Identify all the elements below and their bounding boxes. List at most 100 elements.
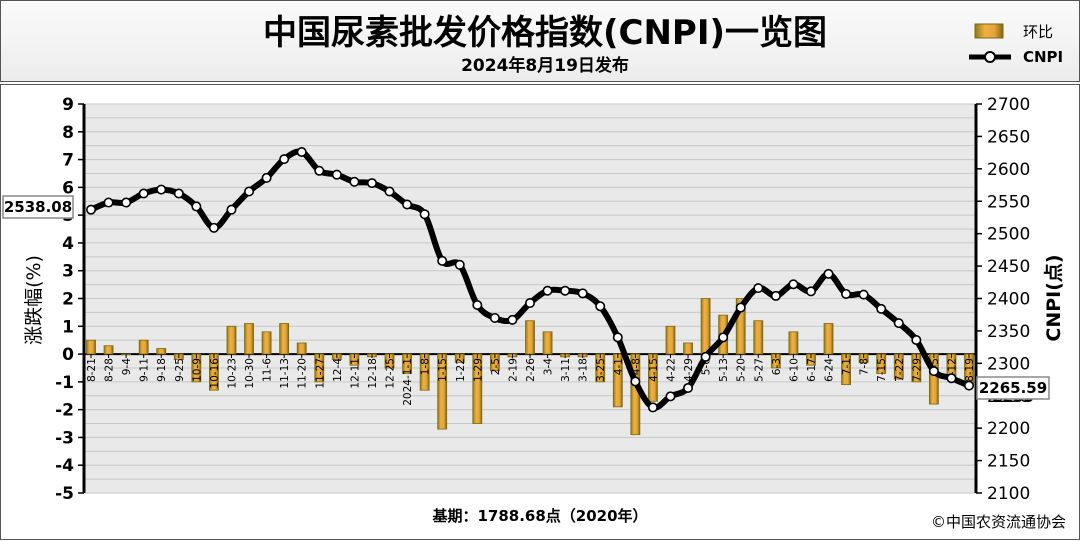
cnpi-point-11-27	[314, 165, 325, 176]
bar-6-24	[823, 323, 834, 355]
cnpi-point-6-17	[805, 286, 816, 297]
x-tick-label-4-22: 4-22	[665, 358, 677, 382]
right-tick-label: 2500	[987, 225, 1030, 245]
left-tick-label: 8	[62, 123, 74, 143]
left-tick-label: -2	[55, 401, 74, 421]
left-y-ticks: 9876543210-1-2-3-4-5	[55, 95, 84, 504]
left-tick-label: 4	[62, 234, 74, 254]
cnpi-point-2-19	[507, 314, 518, 325]
bar-8-21	[86, 339, 96, 355]
x-tick-label-10-9: 10-9	[191, 358, 203, 382]
left-tick-label: 6	[62, 178, 74, 198]
legend-bar-swatch	[974, 23, 1004, 39]
left-tick-label: 3	[62, 262, 74, 282]
cnpi-point-10-16	[208, 222, 219, 233]
right-tick-label: 2550	[987, 192, 1030, 212]
x-tick-label-3-25: 3-25	[595, 358, 607, 382]
cnpi-point-12-25	[384, 186, 395, 197]
cnpi-point-11-20	[296, 146, 307, 157]
x-tick-label-8-28: 8-28	[104, 358, 116, 382]
x-tick-label-12-4: 12-4	[332, 358, 344, 382]
right-tick-label: 2450	[987, 257, 1030, 277]
cnpi-point-5-20	[735, 302, 746, 313]
cnpi-point-7-15	[876, 303, 887, 314]
bar-9-11	[138, 339, 149, 355]
cnpi-point-6-24	[823, 268, 834, 279]
cnpi-point-3-18	[577, 288, 588, 299]
x-tick-label-3-4: 3-4	[543, 358, 555, 375]
cnpi-point-12-18	[366, 178, 377, 189]
x-tick-label-9-4: 9-4	[121, 358, 133, 375]
bar-6-10	[788, 331, 799, 355]
cnpi-point-4-29	[683, 382, 694, 393]
x-tick-label-6-17: 6-17	[806, 358, 818, 382]
right-y-ticks: 2700265026002550250024502400235023002250…	[976, 95, 1030, 504]
legend-bar-label: 环比	[1023, 23, 1053, 41]
x-tick-label-9-25: 9-25	[174, 358, 186, 382]
legend-line-label: CNPI	[1023, 48, 1063, 66]
bar-9-18	[156, 348, 167, 355]
cnpi-point-8-28	[103, 197, 114, 208]
x-tick-labels: 8-21 8-28 9-4 9-11 9-18 9-25 10-9 10-16 10-23 10-…	[86, 354, 976, 406]
cnpi-point-11-6	[261, 172, 272, 183]
last-value-callout: 2255 2265.59	[976, 376, 1050, 406]
last-value-text: 2265.59	[979, 379, 1047, 397]
bar-5-6	[700, 298, 711, 355]
x-tick-label-1-22: 1-22	[455, 358, 467, 382]
cnpi-point-5-27	[753, 283, 764, 294]
cnpi-point-9-18	[156, 184, 167, 195]
x-tick-label-3-11: 3-11	[560, 358, 572, 382]
chart-title: 中国尿素批发价格指数(CNPI)一览图	[263, 13, 827, 53]
right-tick-label: 2700	[987, 95, 1030, 115]
bar-10-30	[244, 323, 254, 355]
left-tick-label: -3	[55, 428, 74, 448]
cnpi-point-10-23	[226, 204, 237, 215]
cnpi-point-1-22	[454, 259, 465, 270]
cnpi-point-8-19	[963, 380, 974, 391]
cnpi-point-4-1	[612, 332, 623, 343]
left-tick-label: 2	[62, 290, 74, 310]
x-tick-label-7-15: 7-15	[876, 358, 888, 382]
x-tick-label-1-8: 1-8	[420, 358, 432, 375]
bar-8-28	[103, 345, 114, 355]
left-tick-label: 1	[62, 317, 74, 337]
cnpi-point-10-30	[244, 186, 255, 197]
x-tick-label-5-20: 5-20	[736, 358, 748, 382]
left-tick-label: -5	[55, 484, 74, 504]
x-tick-label-6-3: 6-3	[771, 358, 783, 375]
x-tick-label-10-23: 10-23	[226, 358, 238, 389]
left-tick-label: 0	[62, 345, 74, 365]
right-tick-label: 2350	[987, 322, 1030, 342]
x-tick-label-11-27: 11-27	[314, 358, 326, 389]
chart-subtitle: 2024年8月19日发布	[461, 55, 629, 76]
cnpi-point-1-15	[437, 255, 448, 266]
x-tick-label-2-19: 2-19	[507, 358, 519, 382]
bar-3-4	[542, 331, 553, 355]
first-value-box	[2, 195, 74, 219]
x-tick-label-11-13: 11-13	[279, 358, 291, 389]
cnpi-point-9-25	[173, 188, 184, 199]
bar-11-13	[279, 323, 290, 355]
x-tick-label-12-18: 12-18	[367, 358, 379, 389]
cnpi-point-5-6	[700, 351, 711, 362]
bar-10-23	[226, 325, 237, 355]
bar-4-29	[683, 342, 693, 355]
cnpi-point-4-22	[665, 391, 676, 402]
credit-note: ©中国农资流通协会	[931, 513, 1066, 531]
x-tick-label-7-22: 7-22	[894, 358, 906, 382]
right-tick-label: 2200	[987, 419, 1030, 439]
x-tick-label-2024-1-1: 2024-1-1	[402, 358, 414, 406]
x-tick-label-8-21: 8-21	[86, 358, 98, 382]
right-tick-label: 2650	[987, 127, 1030, 147]
left-tick-label: -1	[55, 373, 74, 393]
cnpi-point-7-29	[911, 334, 922, 345]
right-tick-label: 2600	[987, 160, 1030, 180]
cnpi-point-4-8	[630, 376, 641, 387]
cnpi-point-10-9	[191, 201, 202, 212]
right-axis-title: CNPI(点)	[1043, 254, 1065, 341]
cnpi-point-2-5	[489, 312, 500, 323]
x-tick-label-5-27: 5-27	[753, 358, 765, 382]
x-tick-label-10-16: 10-16	[209, 358, 221, 389]
